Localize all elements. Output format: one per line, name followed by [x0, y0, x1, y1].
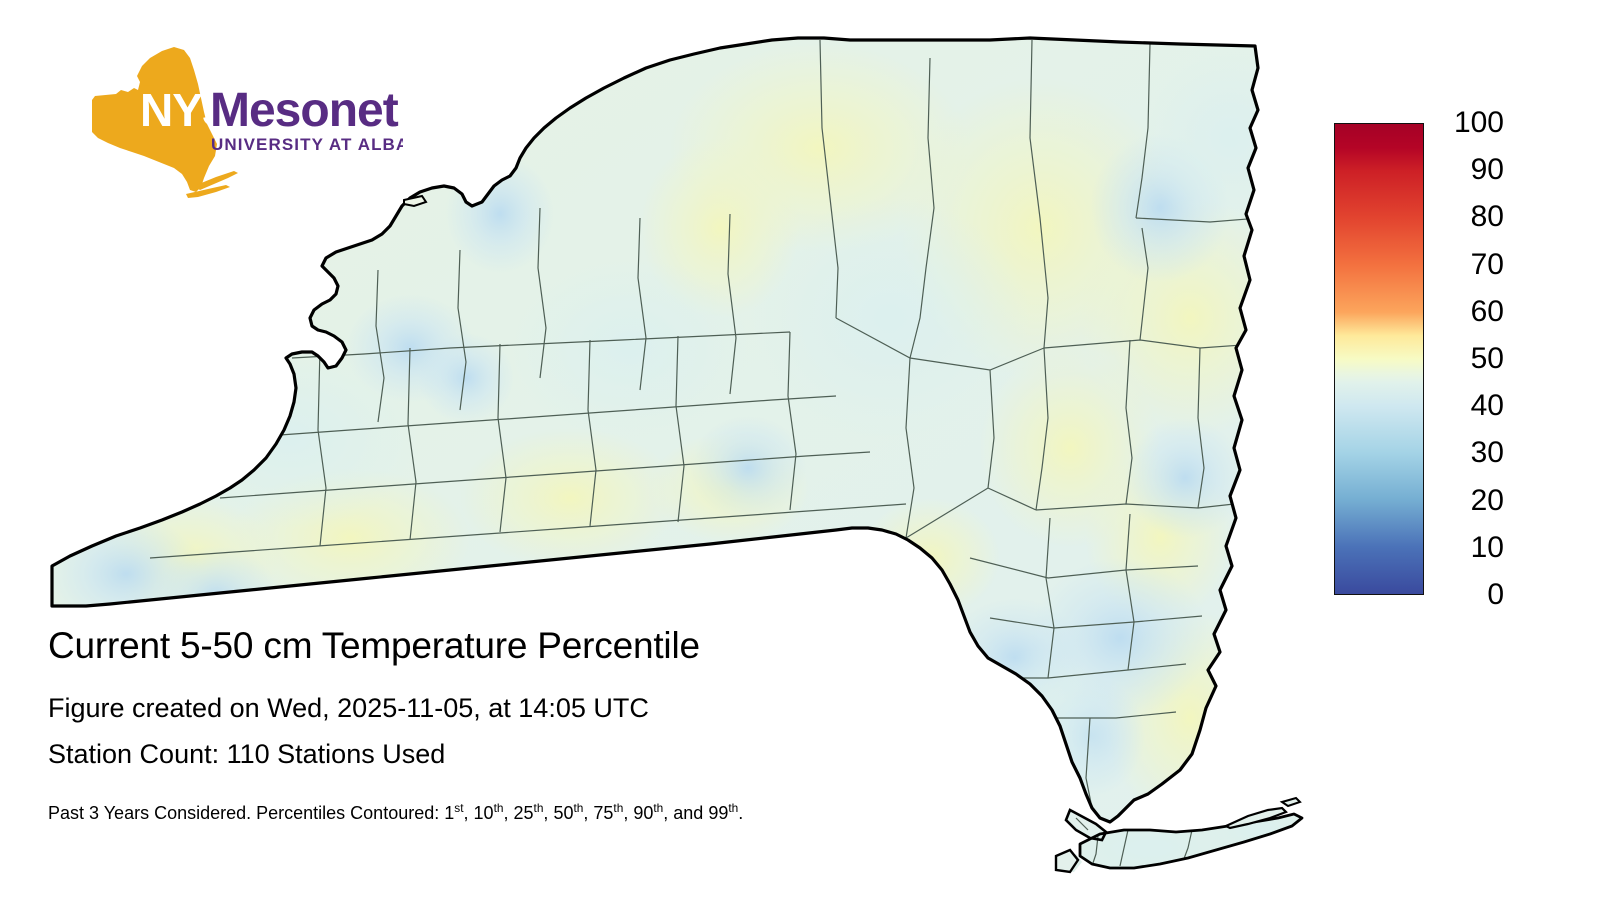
- footnote-separator: ,: [543, 803, 554, 823]
- long-island-outline: [1078, 812, 1304, 870]
- footnote-percentile-10: 10: [473, 803, 494, 823]
- logo-mesonet-text: Mesonet: [210, 84, 399, 137]
- footnote-ordinal-suffix: th: [573, 801, 584, 815]
- footnote-ordinal-suffix: th: [493, 801, 504, 815]
- colorbar-tick-10: 10: [1470, 530, 1504, 564]
- colorbar: [1334, 123, 1424, 595]
- colorbar-tick-60: 60: [1470, 294, 1504, 328]
- colorbar-tick-20: 20: [1470, 483, 1504, 517]
- colorbar-tick-70: 70: [1470, 247, 1504, 281]
- footnote-separator: , and: [663, 803, 709, 823]
- state-percentile-map: [30, 18, 1320, 888]
- footnote-separator: ,: [623, 803, 634, 823]
- state-outline: [50, 36, 1260, 824]
- colorbar-tick-100: 100: [1453, 106, 1504, 139]
- caption-block: Current 5-50 cm Temperature Percentile F…: [48, 624, 1078, 824]
- colorbar-tick-30: 30: [1470, 436, 1504, 470]
- colorbar-tick-0: 0: [1487, 578, 1504, 611]
- footnote-ordinal-suffix: th: [533, 801, 544, 815]
- colorbar-tick-labels: 100 90 80 70 60 50 40 30 20 10 0: [1432, 108, 1552, 610]
- long-island-north-fork-outline: [1223, 806, 1288, 830]
- nyc-outline: [1064, 808, 1108, 842]
- footnote-percentile-99: 99: [708, 803, 729, 823]
- colorbar-tick-90: 90: [1470, 153, 1504, 187]
- footnote-ordinal-suffix: th: [613, 801, 624, 815]
- colorbar-tick-80: 80: [1470, 200, 1504, 234]
- footnote-ordinal-suffix: th: [653, 801, 664, 815]
- lake-island-outline: [403, 194, 428, 208]
- logo-subtitle-text: UNIVERSITY AT ALBANY: [211, 135, 403, 154]
- colorbar-gradient: [1334, 123, 1424, 595]
- footnote-ordinal-suffix: th: [728, 801, 739, 815]
- footnote-prefix: Past 3 Years Considered. Percentiles Con…: [48, 803, 445, 823]
- footnote-separator: ,: [583, 803, 594, 823]
- station-count: Station Count: 110 Stations Used: [48, 739, 446, 769]
- logo-nys-text: NYS: [140, 84, 232, 136]
- nys-mesonet-logo: NYS Mesonet UNIVERSITY AT ALBANY: [58, 40, 434, 200]
- footnote-separator: ,: [463, 803, 474, 823]
- colorbar-tick-40: 40: [1470, 389, 1504, 423]
- percentile-footnote: Past 3 Years Considered. Percentiles Con…: [48, 802, 1078, 824]
- footnote-ordinal-suffix: st: [454, 801, 464, 815]
- footnote-percentile-90: 90: [633, 803, 654, 823]
- block-island-outline: [1279, 796, 1302, 808]
- logo-svg: NYS Mesonet UNIVERSITY AT ALBANY: [92, 47, 434, 198]
- map-svg: [50, 36, 1304, 874]
- figure-title: Current 5-50 cm Temperature Percentile: [48, 625, 700, 666]
- logo-state-silhouette-icon: [92, 47, 238, 198]
- footnote-percentile-50: 50: [553, 803, 574, 823]
- footnote-percentile-1: 1: [444, 803, 455, 823]
- county-boundaries: [149, 39, 1258, 831]
- colorbar-tick-50: 50: [1470, 342, 1504, 375]
- footnote-percentile-25: 25: [513, 803, 534, 823]
- staten-island-outline: [1054, 848, 1080, 874]
- footnote-separator: .: [738, 803, 744, 823]
- footnote-percentile-75: 75: [593, 803, 614, 823]
- footnote-separator: ,: [503, 803, 514, 823]
- creation-timestamp: Figure created on Wed, 2025-11-05, at 14…: [48, 693, 649, 723]
